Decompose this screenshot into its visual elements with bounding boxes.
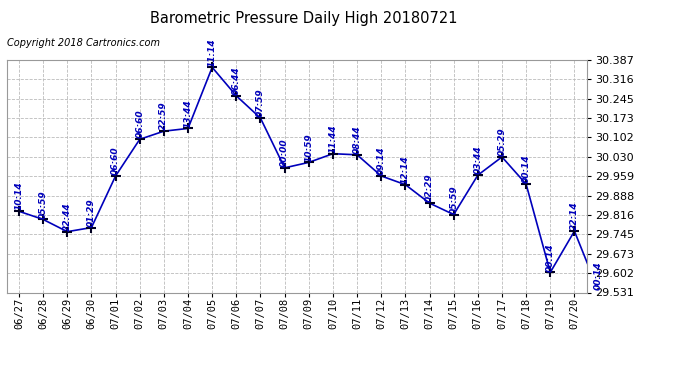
Text: 03:44: 03:44 [473,146,482,174]
Text: 11:14: 11:14 [208,38,217,66]
Text: 22:14: 22:14 [570,202,579,230]
Text: 06:60: 06:60 [135,110,144,138]
Text: 22:59: 22:59 [159,102,168,130]
Text: 00:14: 00:14 [546,243,555,272]
Text: 06:44: 06:44 [232,66,241,95]
Text: 05:59: 05:59 [449,185,458,214]
Text: 10:59: 10:59 [304,133,313,162]
Text: 00:14: 00:14 [522,154,531,183]
Text: 07:59: 07:59 [256,88,265,117]
Text: 02:29: 02:29 [425,174,434,202]
Text: 10:14: 10:14 [14,182,23,210]
Text: 08:44: 08:44 [353,125,362,154]
Text: 06:60: 06:60 [111,147,120,175]
Text: Pressure  (Inches/Hg): Pressure (Inches/Hg) [464,30,589,40]
Text: Barometric Pressure Daily High 20180721: Barometric Pressure Daily High 20180721 [150,11,457,26]
Text: 13:44: 13:44 [184,99,193,128]
Text: 12:14: 12:14 [401,155,410,184]
Text: Copyright 2018 Cartronics.com: Copyright 2018 Cartronics.com [7,38,160,48]
Text: 00:00: 00:00 [280,138,289,167]
Text: 00:14: 00:14 [594,262,603,290]
Text: 22:44: 22:44 [63,202,72,231]
Text: 05:29: 05:29 [497,128,506,156]
Text: 11:44: 11:44 [328,124,337,153]
Text: 05:59: 05:59 [39,190,48,219]
Text: 09:14: 09:14 [377,147,386,175]
Text: 01:29: 01:29 [87,198,96,227]
